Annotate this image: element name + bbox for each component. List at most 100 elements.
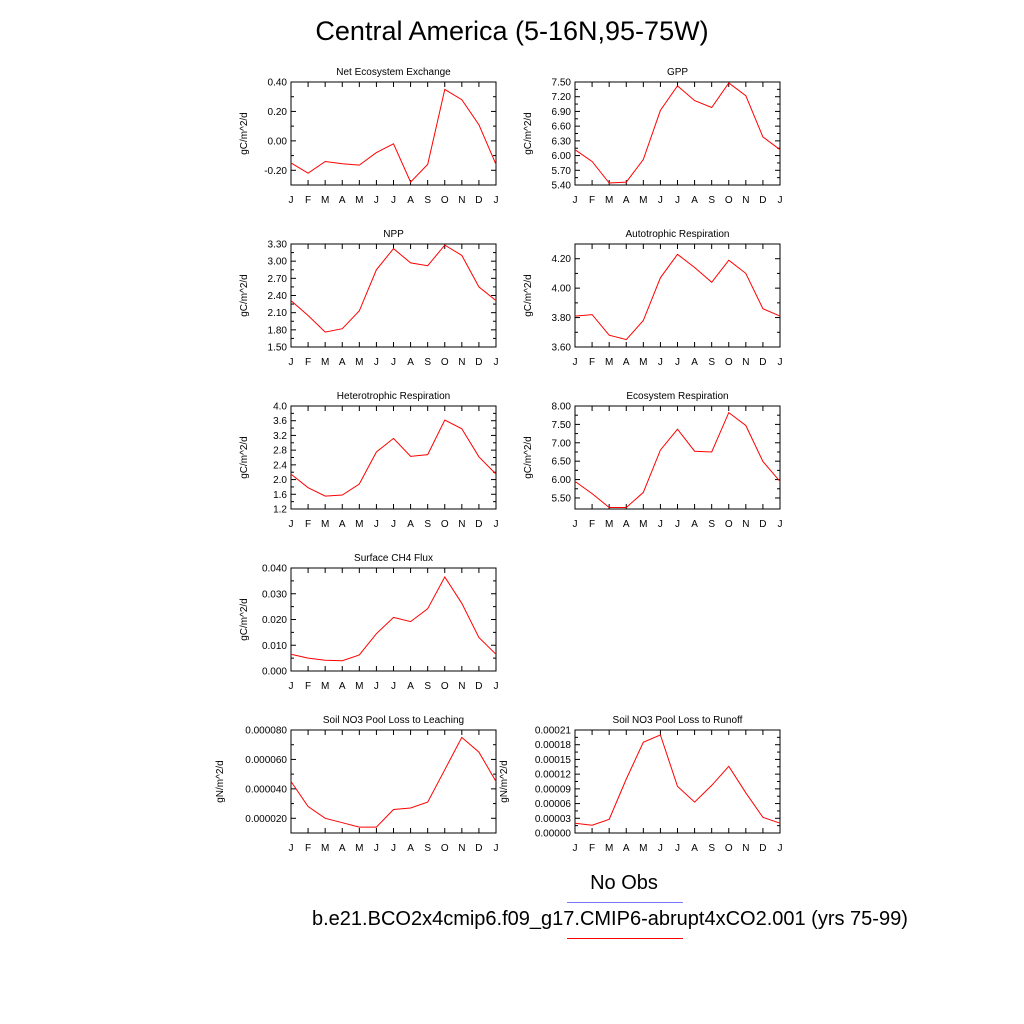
ytick-label: 3.30	[268, 240, 288, 251]
xtick-label: F	[305, 357, 311, 368]
xtick-label: F	[589, 357, 595, 368]
ytick-label: 4.00	[552, 284, 572, 295]
xtick-label: M	[605, 519, 613, 530]
ytick-label: 8.00	[552, 402, 572, 413]
ytick-label: 0.000060	[245, 755, 287, 766]
ytick-label: 7.50	[552, 420, 572, 431]
ytick-label: 2.0	[273, 475, 287, 486]
xtick-label: A	[407, 843, 414, 854]
xtick-label: D	[475, 357, 482, 368]
xtick-label: O	[725, 195, 733, 206]
xtick-label: O	[441, 681, 449, 692]
ytick-label: 3.2	[273, 431, 287, 442]
legend-model-line	[567, 938, 683, 939]
xtick-label: A	[339, 681, 346, 692]
ytick-label: 6.50	[552, 457, 572, 468]
xtick-label: N	[742, 519, 749, 530]
xtick-label: A	[691, 195, 698, 206]
series-line	[574, 411, 781, 508]
panel-title: GPP	[667, 67, 688, 78]
ytick-label: 0.00006	[535, 799, 572, 810]
ylabel: gN/m^2/d	[215, 760, 226, 803]
ytick-label: 3.00	[268, 257, 288, 268]
plot-frame	[574, 729, 781, 834]
panel-title: NPP	[383, 229, 404, 240]
xtick-label: J	[289, 357, 294, 368]
xtick-label: S	[708, 195, 715, 206]
ylabel: gC/m^2/d	[523, 112, 534, 155]
xtick-label: M	[639, 519, 647, 530]
xtick-label: O	[725, 843, 733, 854]
ytick-label: 3.6	[273, 416, 287, 427]
xtick-label: J	[289, 681, 294, 692]
plot-frame	[290, 243, 497, 348]
xtick-label: J	[374, 681, 379, 692]
xtick-label: J	[573, 357, 578, 368]
plot-frame	[290, 567, 497, 672]
xtick-label: F	[589, 519, 595, 530]
xtick-label: J	[494, 195, 499, 206]
xtick-label: S	[424, 195, 431, 206]
ytick-label: 5.40	[552, 181, 572, 192]
xtick-label: D	[759, 519, 766, 530]
xtick-label: D	[475, 195, 482, 206]
xtick-label: J	[494, 519, 499, 530]
xtick-label: S	[708, 357, 715, 368]
ytick-label: 0.00015	[535, 755, 572, 766]
ytick-label: 0.010	[262, 641, 287, 652]
xtick-label: J	[675, 519, 680, 530]
ytick-label: 7.20	[552, 92, 572, 103]
xtick-label: O	[725, 357, 733, 368]
xtick-label: J	[658, 519, 663, 530]
panel-title: Surface CH4 Flux	[354, 553, 433, 564]
panel-title: Autotrophic Respiration	[626, 229, 730, 240]
ytick-label: 6.00	[552, 151, 572, 162]
xtick-label: M	[639, 843, 647, 854]
ytick-label: 0.00012	[535, 770, 572, 781]
xtick-label: J	[658, 195, 663, 206]
xtick-label: A	[339, 195, 346, 206]
xtick-label: J	[289, 843, 294, 854]
xtick-label: J	[658, 357, 663, 368]
ytick-label: 1.80	[268, 325, 288, 336]
xtick-label: D	[475, 681, 482, 692]
series-line	[574, 253, 781, 341]
xtick-label: M	[321, 357, 329, 368]
xtick-label: S	[424, 357, 431, 368]
xtick-label: J	[573, 195, 578, 206]
xtick-label: N	[742, 843, 749, 854]
xtick-label: J	[289, 195, 294, 206]
xtick-label: A	[339, 357, 346, 368]
ylabel: gN/m^2/d	[499, 760, 510, 803]
xtick-label: M	[355, 519, 363, 530]
ytick-label: 7.00	[552, 438, 572, 449]
xtick-label: D	[475, 519, 482, 530]
ytick-label: 4.0	[273, 402, 287, 413]
xtick-label: N	[458, 681, 465, 692]
xtick-label: J	[391, 843, 396, 854]
ytick-label: 3.80	[552, 313, 572, 324]
series-line	[290, 244, 497, 333]
panel-7: Soil NO3 Pool Loss to Leaching 0.000080 0.…	[215, 715, 499, 854]
figure-title: Central America (5-16N,95-75W)	[315, 16, 709, 46]
xtick-label: M	[639, 357, 647, 368]
ytick-label: 0.030	[262, 589, 287, 600]
panel-title: Soil NO3 Pool Loss to Runoff	[613, 715, 743, 726]
xtick-label: N	[458, 843, 465, 854]
xtick-label: S	[424, 843, 431, 854]
xtick-label: A	[407, 195, 414, 206]
ytick-label: 0.00021	[535, 726, 572, 737]
ytick-label: 1.2	[273, 505, 287, 516]
xtick-label: J	[494, 681, 499, 692]
panel-3: Autotrophic Respiration4.204.003.803.60J…	[523, 229, 783, 368]
xtick-label: S	[708, 843, 715, 854]
xtick-label: M	[355, 357, 363, 368]
series-line	[574, 734, 781, 826]
ytick-label: 0.000	[262, 667, 287, 678]
series-line	[290, 419, 497, 497]
xtick-label: A	[691, 843, 698, 854]
xtick-label: J	[573, 843, 578, 854]
xtick-label: O	[441, 195, 449, 206]
ytick-label: 0.00000	[535, 829, 572, 840]
